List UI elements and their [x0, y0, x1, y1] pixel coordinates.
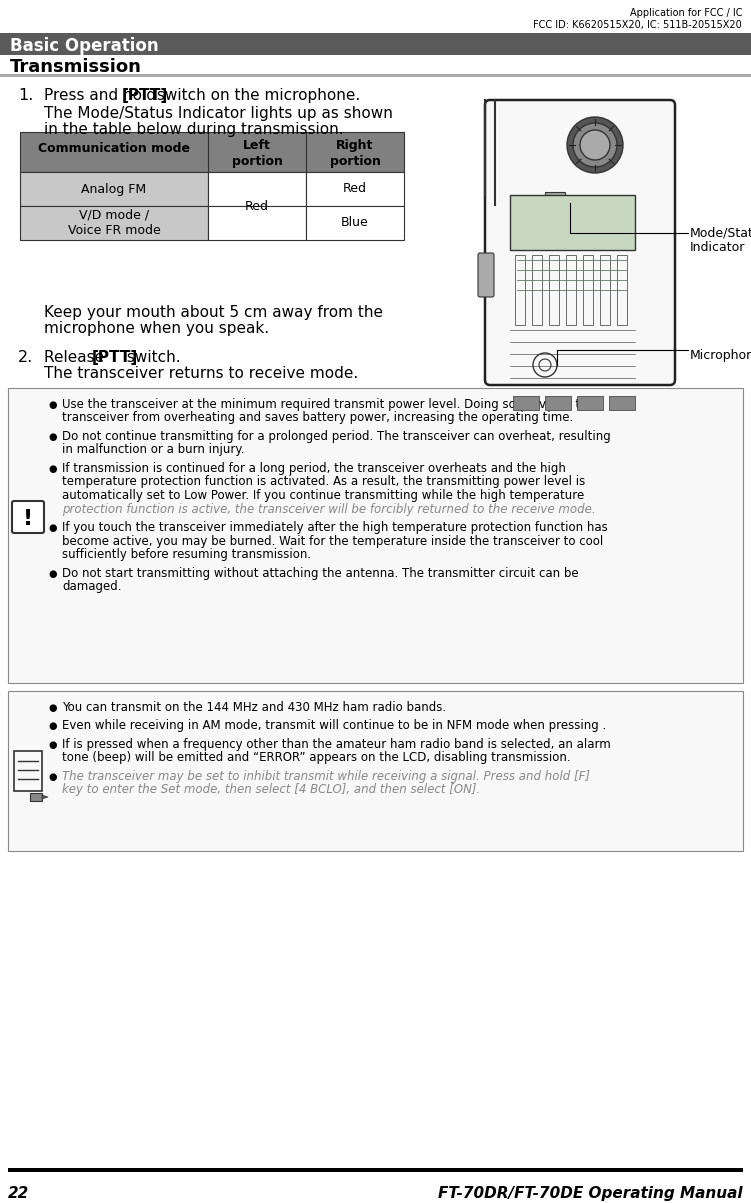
Text: Even while receiving in AM mode, transmit will continue to be in NFM mode when p: Even while receiving in AM mode, transmi…: [62, 719, 606, 733]
Text: [PTT]: [PTT]: [92, 350, 138, 365]
Circle shape: [573, 123, 617, 167]
Text: If transmission is continued for a long period, the transceiver overheats and th: If transmission is continued for a long …: [62, 462, 566, 475]
Text: The transceiver returns to receive mode.: The transceiver returns to receive mode.: [44, 366, 358, 381]
Bar: [306, 172, 404, 206]
Text: V/D mode /
Voice FR mode: V/D mode / Voice FR mode: [68, 208, 161, 237]
Text: 2.: 2.: [18, 350, 33, 365]
Text: in the table below during transmission.: in the table below during transmission.: [44, 122, 344, 137]
Text: Basic Operation: Basic Operation: [10, 37, 158, 55]
Text: transceiver from overheating and saves battery power, increasing the operating t: transceiver from overheating and saves b…: [62, 411, 573, 425]
Bar: [609, 396, 635, 410]
Circle shape: [580, 130, 610, 160]
Text: ●: ●: [48, 569, 56, 579]
Text: key to enter the Set mode, then select [4 BCLO], and then select [ON].: key to enter the Set mode, then select […: [62, 783, 480, 796]
Text: Red: Red: [245, 200, 269, 213]
Text: Left
portion: Left portion: [231, 140, 282, 168]
Text: protection function is active, the transceiver will be forcibly returned to the : protection function is active, the trans…: [62, 503, 596, 516]
Bar: [515, 255, 525, 325]
Bar: [545, 192, 565, 200]
Bar: [8, 691, 743, 851]
FancyBboxPatch shape: [12, 500, 44, 533]
Text: If is pressed when a frequency other than the amateur ham radio band is selected: If is pressed when a frequency other tha…: [62, 737, 611, 751]
Text: Do not start transmitting without attaching the antenna. The transmitter circuit: Do not start transmitting without attach…: [62, 567, 578, 580]
Text: ●: ●: [48, 740, 56, 749]
Bar: [545, 396, 571, 410]
Text: ●: ●: [48, 523, 56, 533]
Text: tone (beep) will be emitted and “ERROR” appears on the LCD, disabling transmissi: tone (beep) will be emitted and “ERROR” …: [62, 752, 571, 764]
Text: Keep your mouth about 5 cm away from the: Keep your mouth about 5 cm away from the: [44, 306, 383, 320]
Text: switch.: switch.: [122, 350, 181, 365]
Bar: [8, 1168, 743, 1172]
FancyBboxPatch shape: [478, 253, 494, 297]
Text: ●: ●: [48, 432, 56, 442]
Text: Blue: Blue: [341, 217, 369, 230]
Text: The transceiver may be set to inhibit transmit while receiving a signal. Press a: The transceiver may be set to inhibit tr…: [62, 770, 590, 783]
Text: damaged.: damaged.: [62, 580, 122, 593]
Bar: [617, 255, 627, 325]
Text: Use the transceiver at the minimum required transmit power level. Doing so preve: Use the transceiver at the minimum requi…: [62, 398, 595, 411]
Bar: [583, 255, 593, 325]
Text: Release: Release: [44, 350, 109, 365]
Text: switch on the microphone.: switch on the microphone.: [152, 88, 360, 103]
Bar: [20, 132, 404, 172]
Text: FT-70DR/FT-70DE Operating Manual: FT-70DR/FT-70DE Operating Manual: [439, 1186, 743, 1201]
Text: Microphone: Microphone: [690, 349, 751, 361]
Text: ●: ●: [48, 772, 56, 782]
Bar: [577, 396, 603, 410]
Text: ●: ●: [48, 722, 56, 731]
Bar: [510, 195, 635, 250]
Text: become active, you may be burned. Wait for the temperature inside the transceive: become active, you may be burned. Wait f…: [62, 534, 603, 547]
Text: temperature protection function is activated. As a result, the transmitting powe: temperature protection function is activ…: [62, 475, 585, 488]
Bar: [20, 206, 208, 241]
Text: The Mode/Status Indicator lights up as shown: The Mode/Status Indicator lights up as s…: [44, 106, 393, 122]
Bar: [513, 396, 539, 410]
Text: Mode/Status
Indicator: Mode/Status Indicator: [690, 226, 751, 254]
Text: [PTT]: [PTT]: [122, 88, 168, 103]
Bar: [208, 172, 306, 206]
Polygon shape: [42, 795, 48, 799]
Text: FCC ID: K6620515X20, IC: 511B-20515X20: FCC ID: K6620515X20, IC: 511B-20515X20: [533, 20, 742, 30]
Text: You can transmit on the 144 MHz and 430 MHz ham radio bands.: You can transmit on the 144 MHz and 430 …: [62, 701, 446, 715]
Bar: [566, 255, 576, 325]
Text: Analog FM: Analog FM: [81, 183, 146, 196]
Bar: [209, 203, 305, 206]
Text: Application for FCC / IC: Application for FCC / IC: [629, 8, 742, 18]
Bar: [0, 75, 751, 77]
Bar: [600, 255, 610, 325]
Bar: [532, 255, 542, 325]
Text: Transmission: Transmission: [10, 58, 142, 76]
Text: Red: Red: [343, 183, 367, 196]
Text: 1.: 1.: [18, 88, 33, 103]
Text: ●: ●: [48, 703, 56, 713]
Text: !: !: [23, 509, 33, 529]
Text: sufficiently before resuming transmission.: sufficiently before resuming transmissio…: [62, 549, 311, 561]
Text: in malfunction or a burn injury.: in malfunction or a burn injury.: [62, 444, 245, 456]
Bar: [0, 32, 751, 55]
Bar: [14, 751, 42, 792]
Text: If you touch the transceiver immediately after the high temperature protection f: If you touch the transceiver immediately…: [62, 521, 608, 534]
Text: Do not continue transmitting for a prolonged period. The transceiver can overhea: Do not continue transmitting for a prolo…: [62, 429, 611, 443]
Text: Right
portion: Right portion: [330, 140, 381, 168]
Polygon shape: [30, 793, 42, 801]
Bar: [8, 389, 743, 683]
Circle shape: [567, 117, 623, 173]
Bar: [20, 172, 208, 206]
Text: 22: 22: [8, 1186, 29, 1201]
Bar: [549, 255, 559, 325]
Text: ●: ●: [48, 464, 56, 474]
Text: microphone when you speak.: microphone when you speak.: [44, 321, 269, 336]
Text: Press and hold: Press and hold: [44, 88, 161, 103]
Text: ●: ●: [48, 401, 56, 410]
Bar: [306, 206, 404, 241]
Text: Communication mode: Communication mode: [38, 142, 190, 155]
FancyBboxPatch shape: [485, 100, 675, 385]
Text: automatically set to Low Power. If you continue transmitting while the high temp: automatically set to Low Power. If you c…: [62, 488, 584, 502]
Bar: [208, 206, 306, 241]
